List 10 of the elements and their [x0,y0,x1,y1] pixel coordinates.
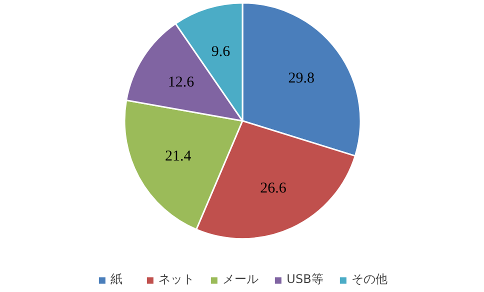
legend-label: 紙 [110,271,124,288]
legend-label: USB等 [286,271,324,288]
data-label: 9.6 [211,44,231,60]
legend-label: ネット [158,271,195,288]
data-label: 21.4 [165,148,192,165]
data-label: 26.6 [260,180,287,196]
legend-label: メール [222,271,259,288]
data-label: 29.8 [288,70,315,86]
data-label: 12.6 [168,74,195,90]
legend-label: その他 [351,271,388,288]
